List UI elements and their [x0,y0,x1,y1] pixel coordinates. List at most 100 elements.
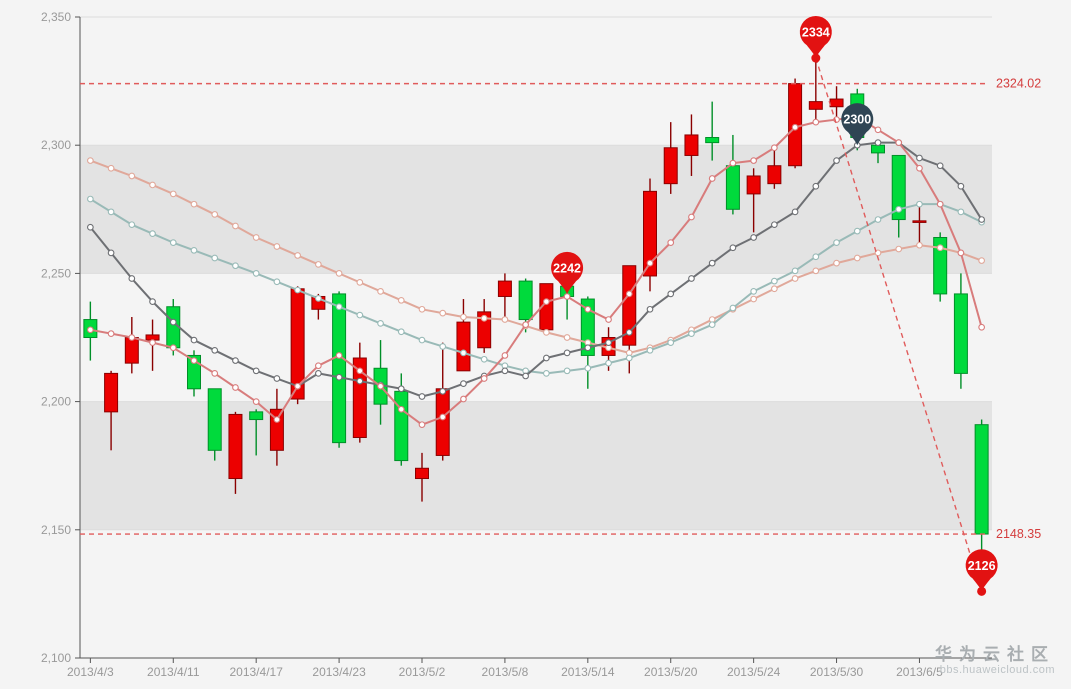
candle-body [104,372,119,413]
markpoint-pin [551,251,584,294]
candle[interactable] [456,299,471,372]
ma10-marker [149,298,156,305]
markline-label: 2324.02 [996,77,1041,91]
ma5-marker [646,259,654,267]
candle[interactable] [207,388,222,461]
markline-max-close: 2324.02 [80,77,1041,91]
ma5-path [90,115,983,426]
candle[interactable] [477,299,492,353]
ma30-marker [480,314,488,322]
markpoint-label: 2300 [843,113,871,127]
ma30-marker [418,305,426,313]
markpoint-2126[interactable]: 2126 [965,549,998,592]
ma10-marker [729,244,737,252]
candle[interactable] [228,411,243,494]
candle[interactable] [124,316,139,374]
candle-body [912,220,927,223]
y-axis: 2,350 2,300 2,250 2,200 2,150 2,100 [41,10,81,665]
candle-body [249,411,264,421]
ma5-marker [107,330,115,338]
ma10-marker [543,354,550,362]
candle[interactable] [332,291,347,448]
ma30-marker [916,241,923,249]
candle[interactable] [352,342,367,443]
candle[interactable] [953,273,968,389]
candle[interactable] [891,154,906,238]
y-axis-label: 2,250 [41,266,71,280]
candle[interactable] [684,114,699,176]
candle-body [497,280,512,297]
ma20-marker [335,303,343,311]
ma30-marker [252,234,260,241]
ma5-marker [584,305,592,313]
ma20-marker [294,286,301,294]
ma10-marker [584,344,592,352]
candle[interactable] [539,283,554,335]
ma20-marker [584,364,592,372]
ma20-marker [791,267,799,275]
candle-body [933,237,948,295]
ma30-marker [936,244,944,252]
candle[interactable] [912,204,927,248]
plot-band [80,145,992,274]
ma10-marker [252,367,260,375]
ma10-marker [936,162,944,170]
ma5-marker [625,290,633,298]
candle-body [767,165,782,185]
markpoint-pin [799,15,832,59]
ma10-marker [833,157,840,164]
markpoint-label: 2126 [968,559,996,573]
ma10-marker [522,372,529,380]
candle-body [974,424,989,535]
candle[interactable] [643,178,657,292]
markpoint-2242[interactable]: 2242 [551,251,584,294]
candle-body [871,144,885,154]
ma20-marker [439,343,447,350]
ma10-marker [335,373,343,381]
ma5-marker [895,139,903,146]
ma20-marker [646,346,654,354]
ma30-marker [169,190,177,198]
candle[interactable] [933,232,948,302]
candle[interactable] [705,101,720,161]
ma5-marker [128,334,136,341]
ma10-marker [771,221,778,229]
x-axis: 2013/4/3 2013/4/11 2013/4/17 2013/4/23 2013/… [67,657,992,679]
candle[interactable] [497,273,512,323]
ma5-marker [501,352,509,359]
markpoint-2334[interactable]: 2334 [799,15,832,59]
ma5-marker [460,395,467,403]
candle[interactable] [767,145,782,189]
ma20-marker [273,278,281,286]
candle[interactable] [788,78,803,169]
ma5-marker [87,326,94,334]
candle-body [643,190,657,277]
candle[interactable] [974,419,989,592]
ma10-marker [874,139,882,146]
ma30-marker [107,164,115,172]
ma20-marker [667,339,675,346]
candle-body [684,134,699,156]
ma10-marker [169,318,177,326]
candle-body [663,147,678,185]
candle[interactable] [829,86,844,120]
candle[interactable] [435,342,450,461]
candle-body [332,293,347,444]
x-axis-label: 2013/5/24 [727,665,781,679]
candle[interactable] [663,122,678,194]
ma5-marker [729,159,737,167]
ma10-marker [688,275,695,282]
ma5-marker [252,398,260,405]
markpoint-2300[interactable]: 2300 [841,103,874,146]
candle[interactable] [808,58,823,125]
candle[interactable] [746,168,761,233]
candle[interactable] [249,409,264,456]
ma5-marker [667,239,675,246]
ma20-marker [128,221,136,229]
ma10-marker [87,223,94,231]
ma10-marker [750,234,757,241]
ma5-marker [294,382,301,390]
candle[interactable] [415,452,429,502]
candle[interactable] [104,370,119,451]
